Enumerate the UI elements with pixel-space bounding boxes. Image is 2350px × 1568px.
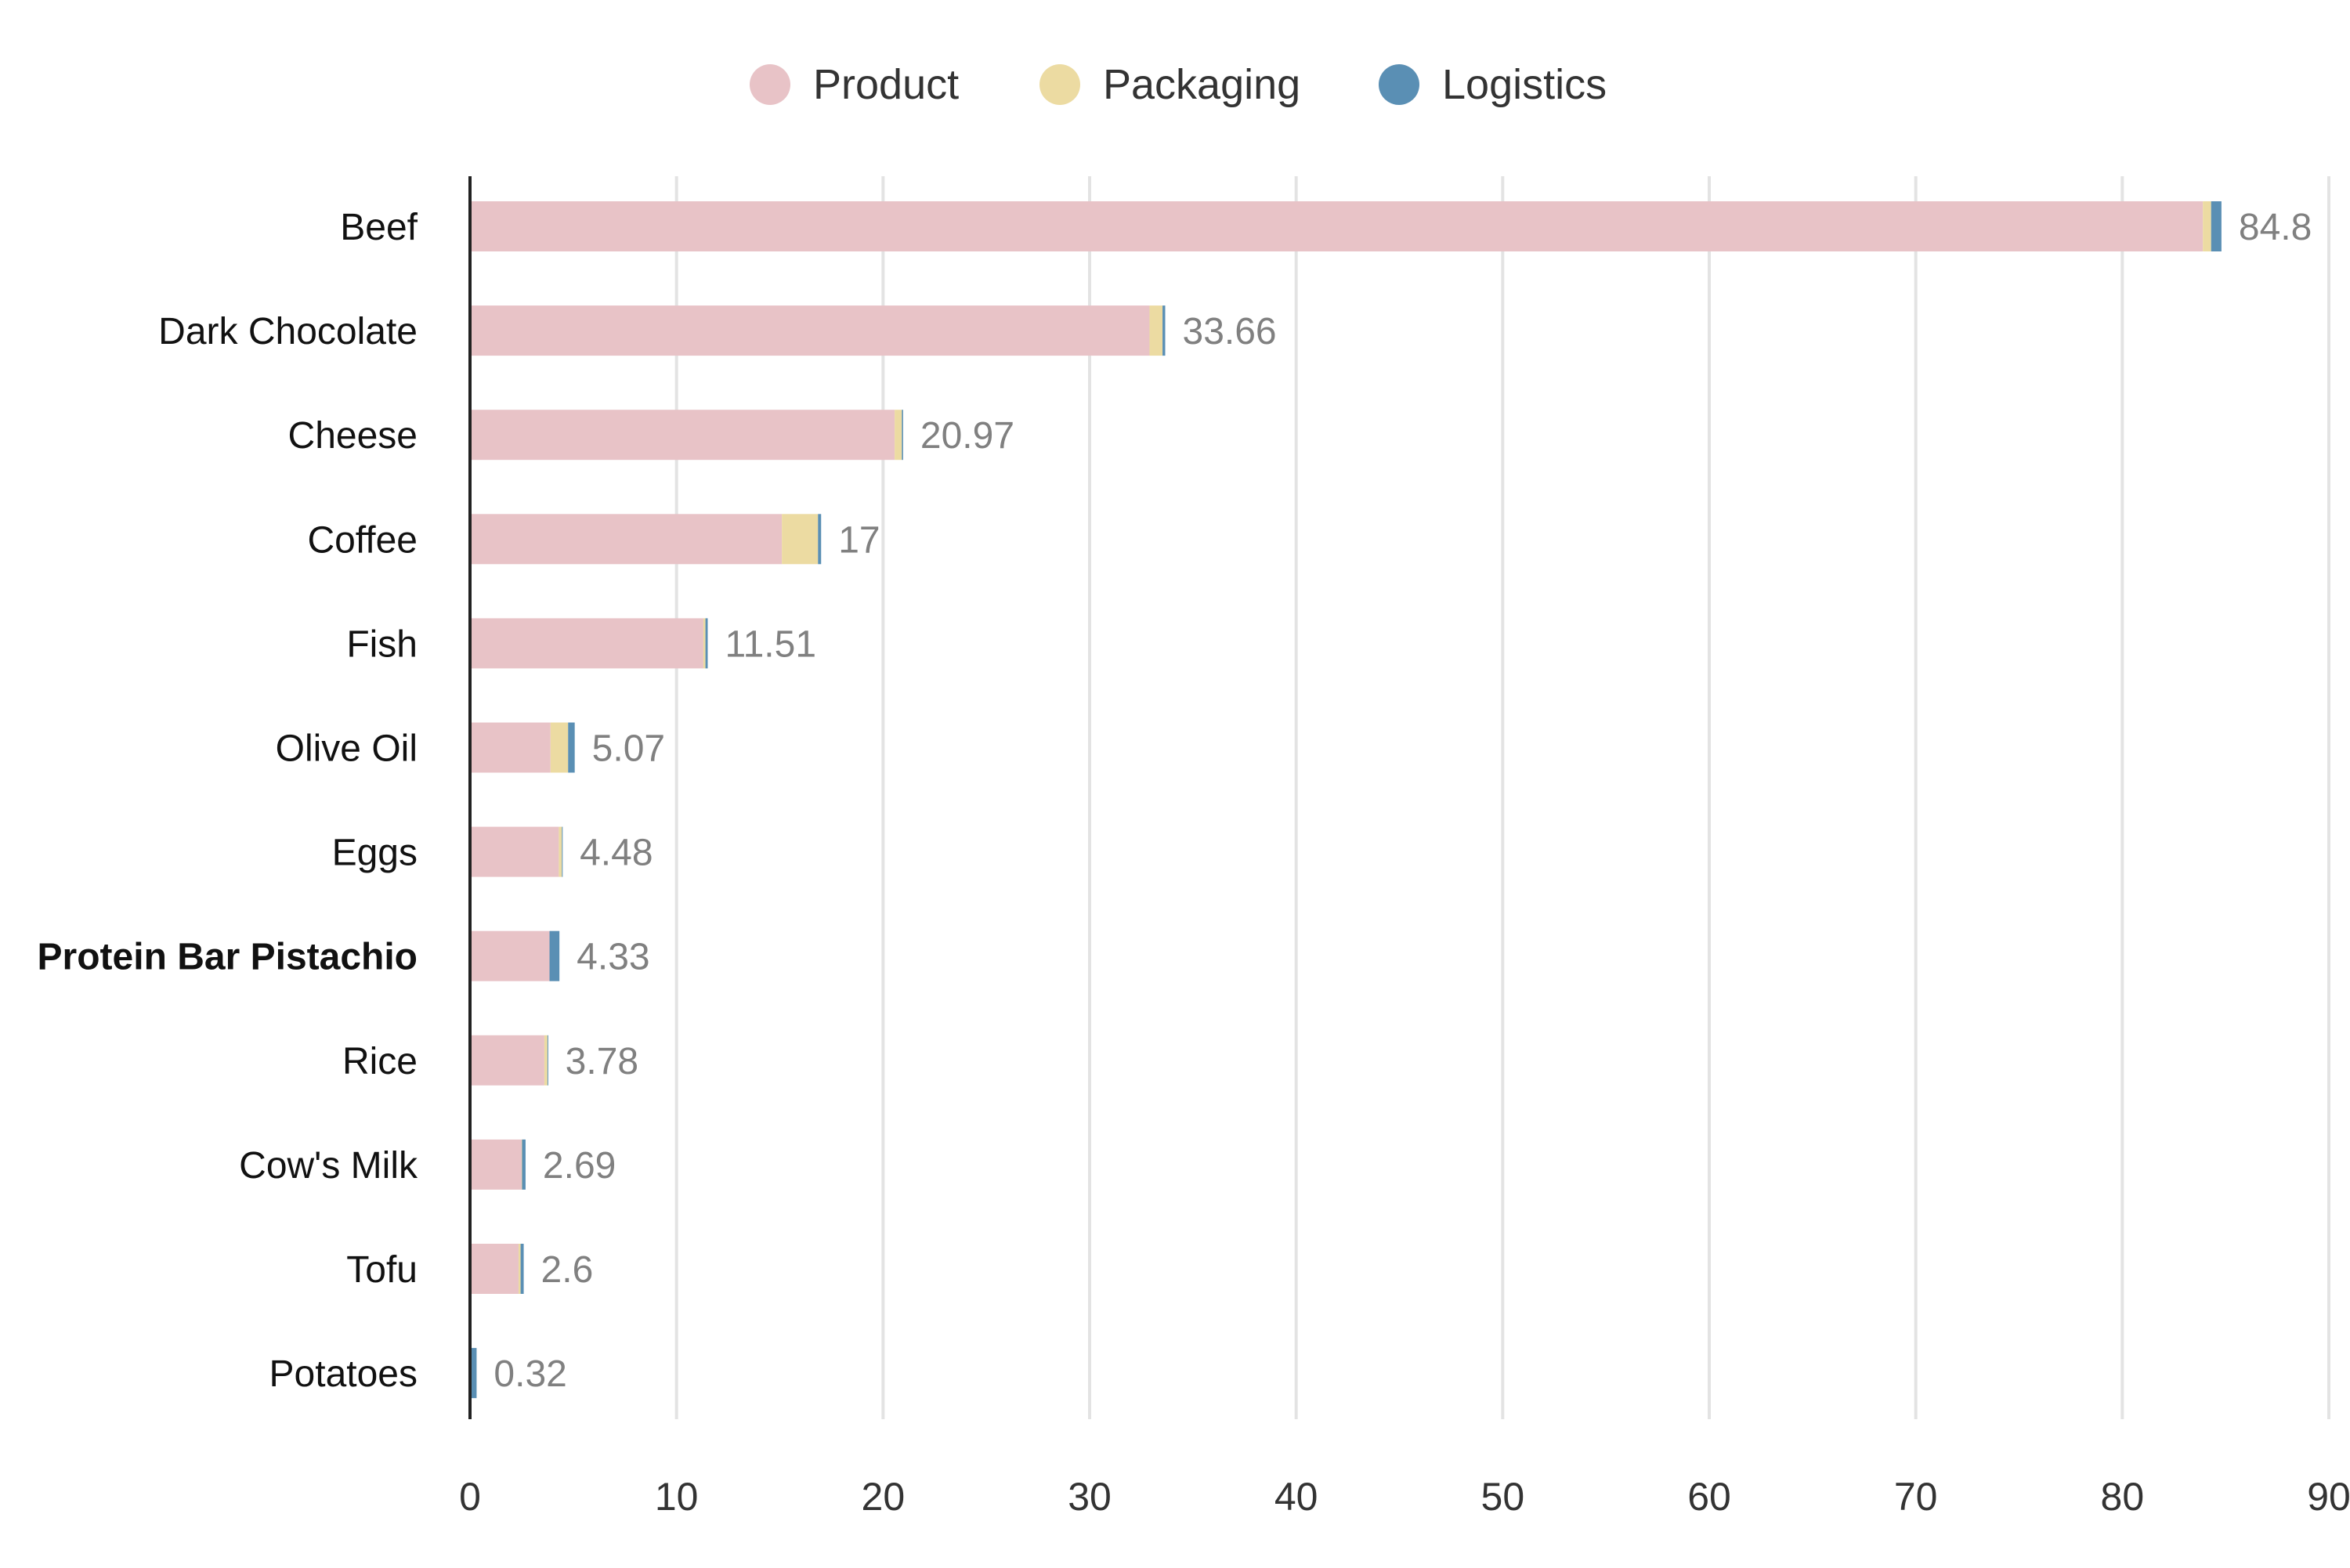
legend: Product Packaging Logistics [750,61,1607,108]
bar-segment-logistics [705,618,708,669]
bar-segment-packaging [782,514,819,565]
x-tick-label: 80 [2101,1475,2145,1519]
bar-segment-packaging [703,618,706,669]
bar-value-label: 3.78 [566,1041,638,1082]
bars: 84.8 33.66 20.97 17 11.51 5.07 4.48 4.33 3.78 2.6… [470,201,2312,1399]
y-category-label: Rice [342,1041,418,1082]
y-category-label: Beef [340,207,418,248]
bar-segment-logistics [568,722,575,773]
bar-value-label: 2.69 [543,1145,616,1187]
bar-value-label: 11.51 [725,623,816,665]
bar-group: 3.78 [470,1035,638,1086]
bar-group: 4.48 [470,826,653,877]
bar-group: 2.69 [470,1139,616,1190]
y-axis-labels: Beef Dark Chocolate Cheese Coffee Fish Olive … [38,207,418,1395]
bar-segment-logistics [818,514,822,565]
y-category-label: Protein Bar Pistachio [38,937,418,978]
bar-segment-packaging [1149,305,1163,356]
legend-label-product: Product [813,61,959,108]
x-tick-label: 10 [655,1475,699,1519]
bar-group: 20.97 [470,410,1014,461]
bar-segment-logistics [522,1139,526,1190]
y-category-label: Cow's Milk [239,1145,418,1187]
bar-group: 4.33 [470,930,650,981]
y-category-label: Dark Chocolate [158,311,418,352]
x-tick-label: 20 [862,1475,906,1519]
bar-group: 2.6 [470,1244,593,1294]
bar-value-label: 0.32 [494,1353,566,1395]
bar-segment-product [470,1244,519,1294]
bar-value-label: 2.6 [541,1249,594,1291]
bar-group: 0.32 [470,1348,567,1399]
x-tick-label: 70 [1894,1475,1938,1519]
y-category-label: Eggs [332,833,418,874]
legend-label-logistics: Logistics [1442,61,1607,108]
bar-group: 33.66 [470,305,1277,356]
bar-segment-packaging [544,1035,548,1086]
bar-segment-packaging [559,826,562,877]
bar-segment-logistics [549,930,560,981]
bar-segment-logistics [1162,305,1166,356]
bar-value-label: 17 [838,519,880,561]
gridlines [674,176,2330,1419]
bar-segment-product [470,1035,544,1086]
y-category-label: Fish [346,623,418,665]
bar-segment-packaging [550,722,569,773]
bar-segment-product [470,618,703,669]
legend-marker-packaging [1039,64,1080,105]
legend-marker-logistics [1379,64,1419,105]
bar-segment-product [470,305,1150,356]
bar-segment-product [470,201,2204,251]
y-category-label: Potatoes [269,1353,418,1395]
x-tick-label: 50 [1481,1475,1525,1519]
y-category-label: Tofu [346,1249,418,1291]
bar-segment-packaging [518,1244,521,1294]
bar-group: 84.8 [470,201,2312,251]
bar-value-label: 20.97 [920,415,1014,457]
bar-segment-packaging [895,410,902,461]
bar-segment-logistics [471,1348,477,1399]
bar-value-label: 4.33 [577,937,649,978]
y-category-label: Olive Oil [276,728,418,770]
bar-segment-product [470,514,783,565]
bar-value-label: 5.07 [592,728,665,770]
bar-segment-product [470,410,895,461]
bar-segment-product [470,826,559,877]
bar-value-label: 33.66 [1183,311,1277,352]
x-tick-label: 90 [2307,1475,2350,1519]
bar-segment-packaging [2203,201,2211,251]
bar-segment-product [470,1139,522,1190]
bar-segment-product [470,930,550,981]
bar-group: 5.07 [470,722,665,773]
x-tick-label: 30 [1068,1475,1112,1519]
legend-label-packaging: Packaging [1103,61,1300,108]
y-category-label: Cheese [288,415,418,457]
y-category-label: Coffee [307,519,418,561]
x-axis-labels: 0 10 20 30 40 50 60 70 80 90 [459,1475,2350,1519]
bar-group: 17 [470,514,880,565]
x-tick-label: 0 [459,1475,481,1519]
bar-value-label: 84.8 [2239,207,2312,248]
legend-marker-product [750,64,790,105]
bar-group: 11.51 [470,618,816,669]
bar-segment-logistics [520,1244,524,1294]
bar-value-label: 4.48 [580,833,653,874]
bar-segment-logistics [2211,201,2222,251]
bar-segment-logistics [902,410,903,461]
x-tick-label: 60 [1687,1475,1731,1519]
x-tick-label: 40 [1274,1475,1318,1519]
bar-segment-product [470,722,551,773]
